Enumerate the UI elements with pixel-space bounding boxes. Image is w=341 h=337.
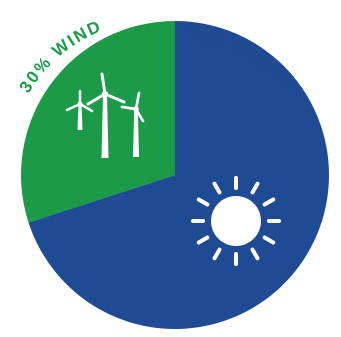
sun-ray xyxy=(196,197,210,207)
wind-turbine-large xyxy=(86,72,126,158)
sun-ray xyxy=(212,247,222,261)
sun-icon xyxy=(191,176,281,266)
sun-ray xyxy=(196,235,210,245)
sun-ray xyxy=(262,197,276,207)
wind-turbine-medium xyxy=(120,91,145,157)
wind-turbines-icon xyxy=(65,72,145,158)
sun-ray xyxy=(250,181,260,195)
sun-ray xyxy=(262,235,276,245)
sun-disc xyxy=(211,196,261,246)
sun-rays xyxy=(191,176,281,266)
pie-slice-wind xyxy=(20,21,176,223)
wind-turbine-small xyxy=(65,89,94,130)
sun-ray xyxy=(250,247,260,261)
sun-ray xyxy=(212,181,222,195)
